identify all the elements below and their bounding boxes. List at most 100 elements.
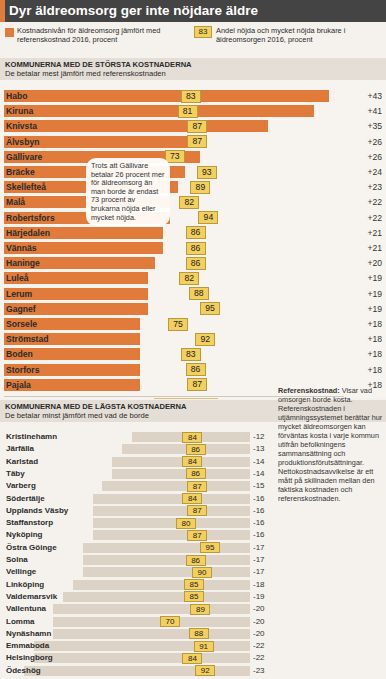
category-label: Vellinge [6,567,36,577]
bar [24,666,250,676]
panel-title: KOMMUNERNA MED DE STÖRSTA KOSTNADERNA [5,60,192,69]
data-label: -17 [253,567,275,577]
data-label: 86 [187,364,205,375]
data-label: 91 [195,642,213,651]
plot-area: 8381878773938982948686868288957592838687 [4,82,344,394]
panel-subtitle: De betalar mest jämfört med referenskost… [5,69,166,78]
satisfaction-box: 95 [200,302,220,315]
satisfaction-box: 75 [168,318,188,331]
satisfaction-box: 94 [198,211,218,224]
data-label: +26 [348,151,382,163]
note: Referenskostnad: Visar vad omsorgen bord… [278,386,384,503]
data-label: 81 [179,106,197,117]
data-label: +22 [348,196,382,208]
data-label: 87 [188,121,206,132]
data-label: 82 [180,273,198,284]
category-label: Lerum [6,288,32,300]
data-label: +18 [348,348,382,360]
data-label: +43 [348,90,382,102]
category-label: Staffanstorp [6,518,53,528]
data-label: 83 [182,91,200,102]
note-heading: Referenskostnad: [278,386,340,395]
legend-swatch [5,28,14,37]
satisfaction-box: 80 [176,518,196,529]
data-label: 87 [188,482,206,491]
bar [73,580,250,590]
category-label: Storfors [6,364,39,376]
satisfaction-box: 89 [190,604,210,615]
data-label: 82 [180,197,198,208]
data-label: +19 [348,272,382,284]
data-label: 90 [193,568,211,577]
data-label: +24 [348,166,382,178]
data-label: -19 [253,592,275,602]
legend: Kostnadsnivån för äldreomsorg jämfört me… [0,24,386,56]
bar [93,518,250,528]
satisfaction-box: 83 [181,348,201,361]
category-label: Kiruna [6,105,33,117]
bar [4,90,329,102]
data-label: -18 [253,580,275,590]
satisfaction-box: 87 [187,135,207,148]
bar [93,494,250,504]
category-label: Härjedalen [6,227,50,239]
data-label: -16 [253,494,275,504]
bar [53,617,250,627]
title: Dyr äldreomsorg ger inte nöjdare äldre [9,3,258,18]
bar [112,469,250,479]
satisfaction-box: 86 [186,555,206,566]
panel: KOMMUNERNA MED DE LÄGSTA KOSTNADERNADe b… [0,400,386,679]
satisfaction-box: 84 [182,493,202,504]
satisfaction-box: 87 [187,378,207,391]
category-label: Gagnef [6,303,36,315]
bar [34,641,250,651]
data-label: -16 [253,518,275,528]
category-label: Strömstad [6,333,49,345]
satisfaction-box: 87 [187,530,207,541]
legend-label: Kostnadsnivån för äldreomsorg jämfört me… [17,26,187,44]
data-label: 86 [187,445,205,454]
satisfaction-box: 95 [200,542,220,553]
category-label: Varberg [6,481,36,491]
satisfaction-box: 70 [160,616,180,627]
satisfaction-box: 82 [179,272,199,285]
data-label: 84 [183,433,201,442]
legend-swatch: 83 [194,26,212,38]
title-banner: Dyr äldreomsorg ger inte nöjdare äldre [0,0,386,22]
category-label: Sorsele [6,318,37,330]
data-label: 89 [191,605,209,614]
satisfaction-box: 87 [187,481,207,492]
bar [4,105,314,117]
category-label: Täby [6,469,25,479]
data-label: +26 [348,136,382,148]
data-label: +22 [348,212,382,224]
data-label: -20 [253,617,275,627]
data-label: -14 [253,457,275,467]
satisfaction-box: 86 [186,242,206,255]
category-label: Bräcke [6,166,35,178]
category-label: Gällivare [6,151,42,163]
data-label: 87 [188,531,206,540]
bar [102,481,250,491]
data-label: 95 [201,543,219,552]
bar [112,457,250,467]
category-label: Ödeshög [6,666,41,676]
satisfaction-box: 92 [195,665,215,676]
legend-sample: 83 [195,27,211,37]
legend-label: Andel nöjda och mycket nöjda brukare i ä… [216,26,382,44]
category-label: Emmaboda [6,641,49,651]
data-label: -22 [253,641,275,651]
data-label: 70 [161,617,179,626]
data-label: -16 [253,530,275,540]
bar [93,506,250,516]
data-label: 87 [188,136,206,147]
satisfaction-box: 88 [189,628,209,639]
data-label: 85 [185,592,203,601]
category-label: Östra Göinge [6,543,57,553]
category-label: Södertälje [6,494,45,504]
bar [4,120,268,132]
data-label: 83 [182,349,200,360]
data-label: -16 [253,506,275,516]
note-text: Visar vad omsorgen borde kosta. Referens… [278,386,382,503]
data-label: -23 [253,666,275,676]
